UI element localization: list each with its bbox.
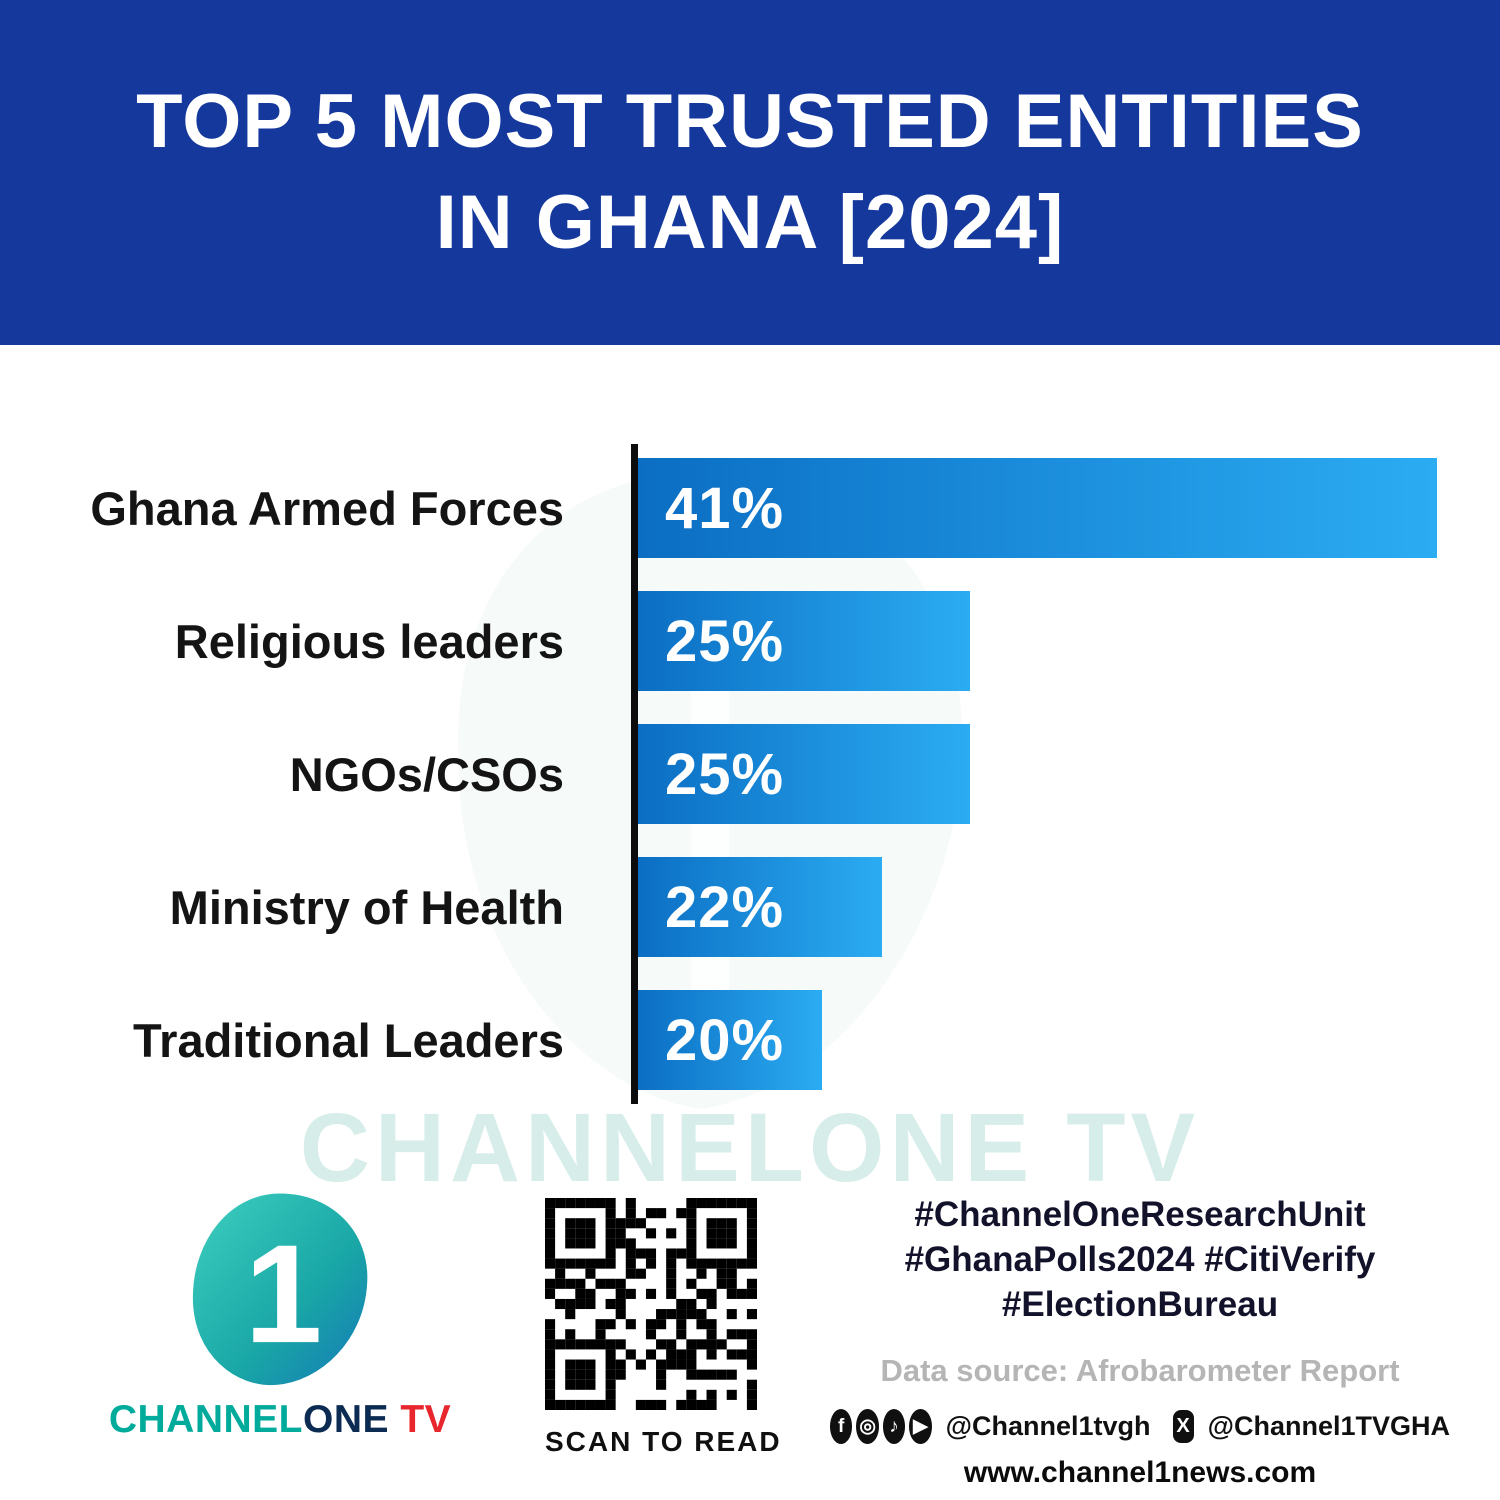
page-title: TOP 5 MOST TRUSTED ENTITIES IN GHANA [20… — [136, 72, 1364, 273]
footer-info: #ChannelOneResearchUnit #GhanaPolls2024 … — [830, 1193, 1450, 1490]
bar-track: 25% — [638, 591, 1437, 691]
website-url: www.channel1news.com — [963, 1456, 1317, 1490]
header-banner: TOP 5 MOST TRUSTED ENTITIES IN GHANA [20… — [0, 0, 1500, 345]
instagram-icon: ◎ — [856, 1409, 879, 1445]
channel-one-logo: 1 CHANNELONE TV — [109, 1185, 451, 1442]
chart-row: Ghana Armed Forces 41% — [0, 458, 1437, 558]
x-icon: X — [1172, 1410, 1194, 1444]
chart-row: Religious leaders 25% — [0, 591, 1437, 691]
bar-track: 20% — [638, 990, 1437, 1090]
page-title-line2: IN GHANA [2024] — [435, 179, 1065, 265]
facebook-icon: f — [830, 1409, 853, 1445]
qr-code — [545, 1198, 757, 1410]
chart-row: Traditional Leaders 20% — [0, 990, 1437, 1090]
bar-value-label: 22% — [665, 874, 785, 940]
bar-traditional-leaders: 20% — [638, 990, 822, 1090]
bar-track: 25% — [638, 724, 1437, 824]
chart-axis-line — [631, 444, 638, 1104]
category-label: Ghana Armed Forces — [90, 481, 564, 535]
social-handle-x: @Channel1TVGHA — [1207, 1411, 1450, 1442]
hashtag-line: #GhanaPolls2024 #CitiVerify — [904, 1239, 1376, 1279]
category-label: NGOs/CSOs — [289, 747, 564, 801]
youtube-icon: ▶ — [909, 1409, 932, 1445]
hashtag-line: #ElectionBureau — [1001, 1284, 1279, 1324]
wordmark-one: ONE — [303, 1398, 390, 1441]
bar-ngos-csos: 25% — [638, 724, 970, 824]
social-handle-primary: @Channel1tvgh — [945, 1411, 1151, 1442]
channel-one-logo-icon: 1 — [189, 1190, 371, 1389]
svg-text:1: 1 — [244, 1215, 322, 1372]
bar-value-label: 25% — [665, 741, 785, 807]
bar-track: 22% — [638, 857, 1437, 957]
hashtag-line: #ChannelOneResearchUnit — [914, 1195, 1366, 1234]
category-label: Traditional Leaders — [133, 1013, 564, 1067]
wordmark-channel: CHANNEL — [108, 1398, 303, 1441]
chart-row: Ministry of Health 22% — [0, 857, 1437, 957]
tiktok-icon: ♪ — [882, 1409, 906, 1445]
wordmark-tv: TV — [389, 1398, 452, 1441]
bar-religious-leaders: 25% — [638, 591, 970, 691]
bar-value-label: 41% — [665, 475, 785, 541]
chart-row: NGOs/CSOs 25% — [0, 724, 1437, 824]
bar-value-label: 20% — [665, 1007, 785, 1073]
channel-one-wordmark: CHANNELONE TV — [109, 1398, 451, 1442]
bar-ministry-of-health: 22% — [638, 857, 882, 957]
bar-track: 41% — [638, 458, 1437, 558]
qr-caption: SCAN TO READ — [545, 1426, 782, 1457]
page-title-line1: TOP 5 MOST TRUSTED ENTITIES — [136, 79, 1364, 165]
bar-chart: Ghana Armed Forces 41% Religious leaders… — [0, 444, 1437, 1104]
social-row: f ◎ ♪ ▶ @Channel1tvgh X @Channel1TVGHA — [830, 1409, 1450, 1445]
category-label: Ministry of Health — [169, 880, 564, 934]
bar-ghana-armed-forces: 41% — [638, 458, 1437, 558]
bar-value-label: 25% — [665, 608, 785, 674]
qr-block: SCAN TO READ — [545, 1198, 782, 1458]
data-source: Data source: Afrobarometer Report — [880, 1353, 1400, 1389]
category-label: Religious leaders — [174, 614, 564, 668]
